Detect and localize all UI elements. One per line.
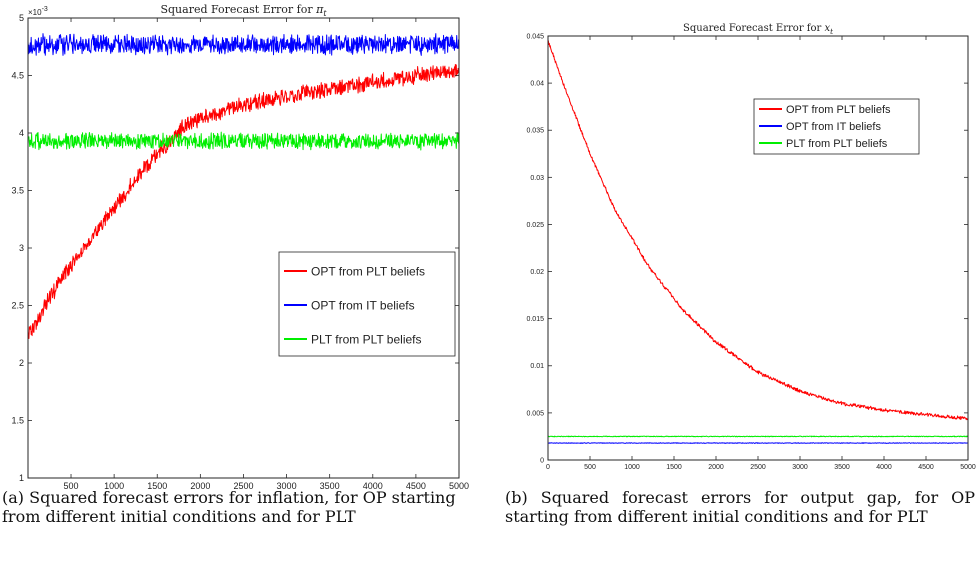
y-tick-label: 0.035 — [526, 128, 544, 135]
y-tick-label: 5 — [19, 13, 24, 23]
x-tick-label: 1000 — [624, 464, 640, 471]
x-tick-label: 2000 — [190, 481, 210, 491]
y-tick-label: 0.005 — [526, 410, 544, 417]
legend-label: PLT from PLT beliefs — [786, 138, 888, 150]
x-tick-label: 1000 — [104, 481, 124, 491]
series-line — [28, 63, 459, 427]
y-tick-label: 3 — [19, 243, 24, 253]
axes-box — [27, 17, 460, 479]
x-tick-label: 3000 — [792, 464, 808, 471]
output-gap-error-chart: Squared Forecast Error for xt 0 500 1000 150… — [526, 23, 976, 471]
x-tick-label: 4000 — [876, 464, 892, 471]
y-tick-label: 1 — [19, 473, 24, 483]
x-tick-label: 500 — [64, 481, 79, 491]
y-tick-label: 2 — [19, 358, 24, 368]
y-tick-label: 0.02 — [530, 269, 544, 276]
y-exponent-label: ×10-3 — [28, 6, 48, 17]
y-tick-label: 0.045 — [526, 33, 544, 40]
y-tick-label: 0.025 — [526, 222, 544, 229]
x-tick-label: 500 — [584, 464, 596, 471]
legend-label: OPT from PLT beliefs — [311, 264, 425, 278]
x-tick-label: 2500 — [750, 464, 766, 471]
legend: OPT from PLT beliefs OPT from IT beliefs P… — [753, 98, 920, 155]
x-tick-label: 1500 — [666, 464, 682, 471]
plot-area — [28, 33, 459, 427]
x-tick-label: 4500 — [406, 481, 426, 491]
series-line — [28, 33, 459, 56]
figure-panel-a: Squared Forecast Error for πt 500 1000 1500… — [0, 0, 470, 571]
legend-label: OPT from IT beliefs — [786, 121, 881, 133]
y-tick-label: 2.5 — [11, 301, 24, 311]
y-tick-label: 4.5 — [11, 71, 24, 81]
y-tick-label: 1.5 — [11, 416, 24, 426]
caption-a: (a) Squared forecast errors for inflatio… — [2, 488, 456, 526]
x-tick-label: 4000 — [363, 481, 383, 491]
x-tick-label: 0 — [546, 464, 550, 471]
series-line — [28, 131, 459, 151]
x-tick-label: 1500 — [147, 481, 167, 491]
legend-label: OPT from IT beliefs — [311, 298, 415, 312]
legend: OPT from PLT beliefs OPT from IT beliefs P… — [278, 251, 456, 357]
x-tick-label: 4500 — [918, 464, 934, 471]
legend-label: OPT from PLT beliefs — [786, 104, 891, 116]
x-tick-label: 3500 — [320, 481, 340, 491]
y-tick-label: 3.5 — [11, 186, 24, 196]
legend-label: PLT from PLT beliefs — [311, 332, 422, 346]
series-line — [548, 442, 968, 444]
caption-b: (b) Squared forecast errors for output g… — [505, 488, 975, 526]
legend-box — [278, 251, 456, 357]
series-line — [548, 435, 968, 438]
x-tick-label: 3500 — [834, 464, 850, 471]
y-tick-label: 4 — [19, 128, 24, 138]
chart-title: Squared Forecast Error for xt — [683, 23, 833, 36]
y-tick-label: 0.04 — [530, 81, 544, 88]
x-tick-label: 3000 — [277, 481, 297, 491]
y-tick-label: 0.015 — [526, 316, 544, 323]
y-tick-label: 0 — [540, 457, 544, 464]
x-tick-label: 2000 — [708, 464, 724, 471]
y-tick-label: 0.01 — [530, 363, 544, 370]
figure-panel-b: Squared Forecast Error for xt 0 500 1000 150… — [505, 0, 979, 571]
x-tick-label: 5000 — [449, 481, 469, 491]
plot-area — [548, 39, 968, 444]
series-line — [548, 39, 968, 421]
x-tick-label: 2500 — [233, 481, 253, 491]
chart-title: Squared Forecast Error for πt — [160, 3, 327, 18]
x-tick-label: 5000 — [960, 464, 976, 471]
y-tick-label: 0.03 — [530, 175, 544, 182]
